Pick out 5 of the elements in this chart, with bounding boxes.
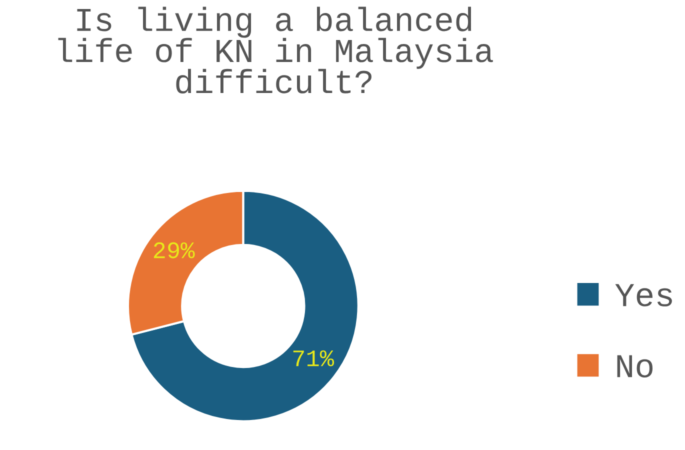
data-label: 29%: [154, 242, 195, 258]
legend-label: No: [617, 355, 653, 378]
chart-title: Is living a balanced life of KN in Malaysia difficult?: [58, 6, 493, 94]
legend-label: Yes: [615, 284, 672, 306]
data-label: 71%: [293, 350, 334, 366]
